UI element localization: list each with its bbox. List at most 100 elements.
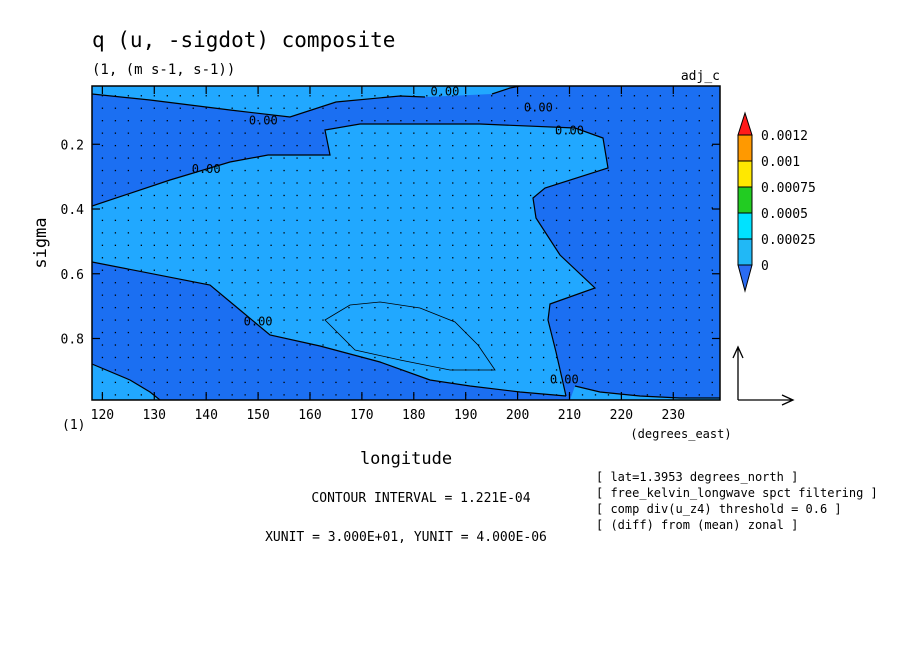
vector-dot (348, 132, 350, 134)
vector-dot (672, 132, 674, 134)
vector-dot (491, 194, 493, 197)
vector-dot (516, 95, 519, 97)
vector-dot (283, 306, 285, 309)
vector-dot (672, 257, 674, 259)
vector-dot (400, 132, 402, 134)
vector-dot (698, 207, 700, 209)
vector-dot (335, 132, 337, 134)
vector-dot (413, 282, 415, 284)
vector-dot (542, 132, 545, 134)
vector-dot (568, 257, 571, 259)
vector-dot (413, 169, 415, 172)
vector-dot (685, 107, 687, 109)
vector-dot (581, 107, 584, 109)
vector-dot (672, 107, 674, 109)
vector-dot (698, 369, 700, 371)
vector-dot (387, 244, 389, 246)
vector-dot (257, 132, 259, 134)
contour-label: 0.00 (430, 84, 459, 98)
vector-dot (529, 394, 532, 396)
vector-dot (309, 331, 311, 334)
vector-dot (192, 269, 194, 271)
contour-interval-text: CONTOUR INTERVAL = 1.221E-04 (311, 491, 530, 506)
vector-dot (309, 344, 311, 346)
vector-dot (257, 95, 259, 97)
vector-dot (309, 132, 311, 134)
vector-dot (555, 157, 558, 159)
vector-dot (127, 207, 130, 209)
vector-dot (140, 107, 143, 109)
legend-box (737, 186, 753, 214)
vector-dot (335, 107, 337, 109)
vector-dot (348, 331, 350, 334)
vector-dot (568, 207, 571, 209)
vector-dot (335, 157, 337, 159)
vector-dot (542, 194, 545, 197)
vector-dot (400, 95, 402, 97)
vector-dot (153, 331, 155, 334)
vector-dot (568, 219, 571, 222)
vector-dot (270, 244, 272, 246)
vector-dot (711, 269, 713, 271)
vector-dot (607, 257, 610, 259)
vector-dot (101, 356, 104, 359)
vector-dot (231, 157, 233, 159)
vector-dot (620, 294, 623, 296)
vector-dot (529, 107, 532, 109)
vector-dot (348, 344, 350, 346)
vector-dot (698, 107, 700, 109)
vector-dot (231, 207, 233, 209)
vector-dot (529, 369, 532, 371)
vector-dot (309, 144, 311, 147)
vector-dot (542, 294, 545, 296)
vector-dot (698, 182, 700, 184)
vector-dot (504, 306, 506, 309)
vector-dot (400, 344, 402, 346)
vector-dot (568, 306, 571, 309)
vector-dot (607, 120, 610, 122)
vector-dot (439, 381, 441, 384)
vector-dot (361, 344, 363, 346)
vector-dot (244, 232, 246, 234)
vector-dot (335, 144, 337, 147)
vector-dot (465, 144, 467, 147)
vector-dot (607, 107, 610, 109)
vector-dot (361, 157, 363, 159)
vector-dot (620, 157, 623, 159)
vector-dot (516, 306, 519, 309)
vector-dot (516, 194, 519, 197)
vector-dot (101, 182, 104, 184)
vector-dot (555, 282, 558, 284)
vector-dot (633, 182, 636, 184)
vector-dot (633, 257, 636, 259)
vector-dot (685, 306, 687, 309)
vector-dot (179, 356, 181, 359)
vector-dot (491, 244, 493, 246)
vector-dot (296, 356, 298, 359)
vector-dot (465, 157, 467, 159)
vector-dot (529, 194, 532, 197)
vector-dot (633, 132, 636, 134)
vector-dot (413, 107, 415, 109)
vector-dot (335, 219, 337, 222)
vector-dot (607, 319, 610, 321)
vector-dot (231, 331, 233, 334)
vector-dot (465, 269, 467, 271)
vector-dot (153, 294, 155, 296)
vector-dot (478, 144, 480, 147)
vector-dot (633, 381, 636, 384)
vector-dot (529, 207, 532, 209)
y-tick-label: 0.4 (61, 203, 85, 218)
vector-dot (114, 331, 117, 334)
vector-dot (504, 120, 506, 122)
vector-dot (270, 169, 272, 172)
vector-dot (270, 282, 272, 284)
vector-dot (400, 219, 402, 222)
vector-dot (478, 344, 480, 346)
y-axis-label: sigma (31, 217, 51, 268)
vector-dot (568, 232, 571, 234)
vector-dot (166, 144, 168, 147)
vector-dot (594, 344, 597, 346)
vector-dot (672, 369, 674, 371)
vector-dot (127, 244, 130, 246)
